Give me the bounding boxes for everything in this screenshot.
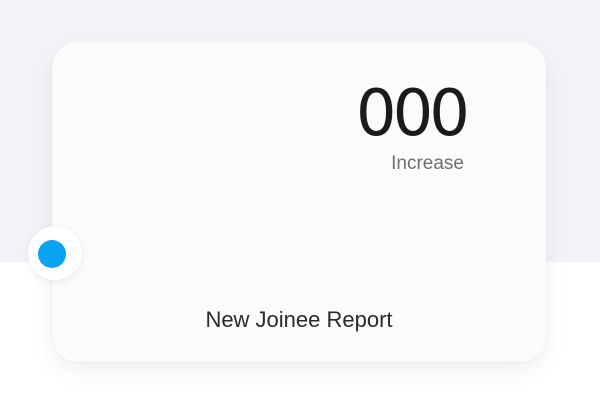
new-joinee-report-card[interactable]: 000 Increase New Joinee Report bbox=[52, 42, 546, 362]
status-indicator-dot bbox=[38, 240, 66, 268]
metric-value: 000 bbox=[355, 77, 470, 151]
report-title: New Joinee Report bbox=[205, 307, 393, 332]
metric-caption: Increase bbox=[391, 153, 464, 174]
